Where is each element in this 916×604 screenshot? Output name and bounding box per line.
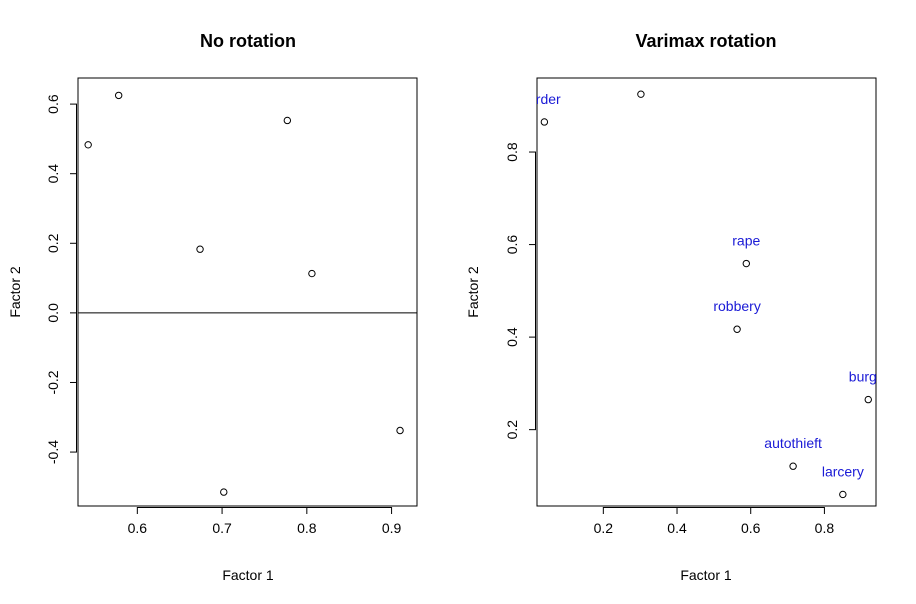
y-tick-label: 0.6	[45, 94, 61, 114]
x-tick-label: 0.8	[297, 520, 317, 536]
y-axis-label: Factor 2	[465, 266, 481, 318]
x-tick-label: 0.2	[594, 520, 614, 536]
y-tick-label: 0.2	[45, 233, 61, 253]
plot-frame	[77, 77, 418, 507]
point-label: urder	[528, 91, 561, 107]
data-point	[637, 90, 645, 98]
data-point	[540, 118, 549, 126]
plot-frame	[536, 77, 877, 507]
chart-title: No rotation	[200, 31, 296, 51]
y-tick-label: -0.4	[45, 440, 61, 464]
x-tick-label: 0.8	[815, 520, 835, 536]
x-tick-label: 0.7	[212, 520, 232, 536]
data-point	[114, 91, 123, 100]
data-point	[84, 141, 92, 149]
chart-title: Varimax rotation	[635, 31, 776, 51]
data-point	[789, 462, 797, 470]
x-tick-label: 0.6	[128, 520, 148, 536]
point-label: larcery	[822, 463, 864, 479]
data-point	[308, 269, 316, 278]
x-tick-label: 0.9	[382, 520, 402, 536]
x-tick-label: 0.4	[667, 520, 687, 536]
point-label: burgla	[849, 369, 888, 385]
y-axis-label: Factor 2	[7, 266, 23, 318]
data-point	[196, 245, 204, 253]
y-tick-label: 0.2	[504, 420, 520, 440]
data-point	[839, 490, 847, 499]
chart-varimax-rotation: Varimax rotation 0.2 0.4 0.6 0.8 0.2 0.4 0.6 0.8…	[465, 31, 888, 583]
data-point	[396, 426, 404, 435]
y-tick-label: 0.4	[504, 327, 520, 347]
y-tick-label: 0.6	[504, 235, 520, 255]
x-axis-label: Factor 1	[680, 567, 732, 583]
y-tick-label: 0.0	[45, 303, 61, 323]
x-axis-label: Factor 1	[222, 567, 274, 583]
data-point	[733, 325, 741, 333]
y-tick-label: -0.2	[45, 370, 61, 394]
y-tick-label: 0.4	[45, 164, 61, 184]
chart-no-rotation: No rotation 0.6 0.7 0.8 0.9 -0.4 -0.2 0.0 0.2 0.4…	[7, 31, 418, 583]
y-tick-label: 0.8	[504, 142, 520, 162]
point-label: rape	[732, 233, 760, 249]
data-point	[742, 259, 750, 268]
data-point	[220, 488, 228, 496]
point-label: robbery	[713, 298, 760, 314]
x-tick-label: 0.6	[741, 520, 761, 536]
point-label: autothieft	[764, 435, 822, 451]
data-point	[283, 116, 292, 125]
data-point	[864, 395, 872, 404]
